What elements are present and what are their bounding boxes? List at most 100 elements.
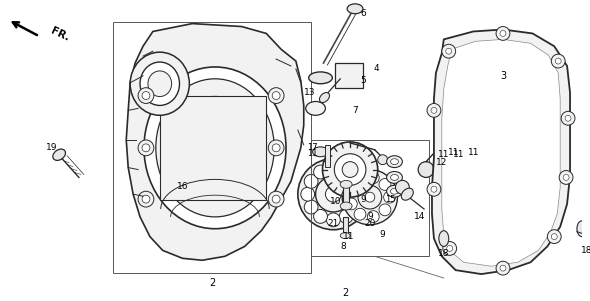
Text: 11: 11 [307,149,317,158]
Ellipse shape [354,174,366,186]
Ellipse shape [561,111,575,125]
Text: 11: 11 [453,150,464,159]
Ellipse shape [391,188,398,194]
Ellipse shape [379,178,391,191]
Ellipse shape [306,101,326,115]
Polygon shape [126,23,304,260]
Ellipse shape [358,185,382,209]
Ellipse shape [339,165,353,179]
Text: 6: 6 [360,9,366,18]
Ellipse shape [268,140,284,156]
Text: FR.: FR. [50,26,71,43]
Ellipse shape [418,162,434,177]
Ellipse shape [130,52,189,115]
Ellipse shape [138,140,154,156]
Ellipse shape [345,185,357,196]
Ellipse shape [551,234,557,240]
Ellipse shape [138,191,154,207]
Ellipse shape [352,187,366,201]
Ellipse shape [309,72,332,84]
Ellipse shape [340,180,352,188]
Ellipse shape [431,107,437,113]
Ellipse shape [559,171,573,184]
Bar [326,145,330,166]
Text: 11: 11 [468,148,479,157]
Bar [335,63,363,88]
Ellipse shape [142,144,150,152]
Text: 13: 13 [304,88,316,97]
Ellipse shape [349,200,362,214]
Ellipse shape [427,104,441,117]
Bar [160,96,266,200]
Ellipse shape [314,209,327,223]
Ellipse shape [301,187,314,201]
Text: 15: 15 [385,195,396,204]
Ellipse shape [345,198,357,210]
Ellipse shape [386,156,402,168]
Ellipse shape [427,182,441,196]
Ellipse shape [304,175,318,188]
Text: 12: 12 [436,158,448,167]
Ellipse shape [272,144,280,152]
Ellipse shape [500,265,506,271]
Ellipse shape [298,159,369,230]
Ellipse shape [447,246,453,251]
Ellipse shape [379,204,391,216]
Ellipse shape [326,213,340,227]
Ellipse shape [368,172,379,184]
Ellipse shape [319,92,329,103]
Ellipse shape [339,209,353,223]
Ellipse shape [431,186,437,192]
Text: 7: 7 [352,106,358,115]
Ellipse shape [326,186,341,202]
Text: 11: 11 [448,148,460,157]
Ellipse shape [496,26,510,40]
Ellipse shape [144,67,286,229]
Ellipse shape [437,142,445,151]
Ellipse shape [368,211,379,222]
Text: 17: 17 [307,143,317,152]
Text: 2: 2 [209,278,215,288]
Ellipse shape [142,92,150,100]
Ellipse shape [340,233,350,239]
Ellipse shape [577,221,587,237]
Text: 11: 11 [343,232,355,241]
Text: 8: 8 [340,242,346,251]
Ellipse shape [384,191,395,203]
Ellipse shape [272,92,280,100]
Text: 19: 19 [45,143,57,152]
Ellipse shape [171,97,260,199]
Text: 14: 14 [414,213,425,221]
Text: 2: 2 [342,288,348,298]
Bar [343,217,348,235]
Ellipse shape [442,44,455,58]
Ellipse shape [268,88,284,104]
Text: 18: 18 [581,246,590,255]
Ellipse shape [391,175,398,180]
Ellipse shape [439,231,449,247]
Polygon shape [442,39,560,266]
Ellipse shape [314,165,327,179]
Text: 11: 11 [438,150,450,159]
Ellipse shape [378,155,388,165]
Polygon shape [432,29,570,274]
Text: 21: 21 [327,219,339,228]
Ellipse shape [391,159,398,165]
Ellipse shape [500,30,506,36]
Ellipse shape [335,154,366,185]
Ellipse shape [340,202,352,210]
Ellipse shape [323,142,378,197]
Ellipse shape [551,54,565,68]
Ellipse shape [349,175,362,188]
Ellipse shape [347,4,363,14]
Ellipse shape [496,261,510,275]
Ellipse shape [138,88,154,104]
Ellipse shape [565,115,571,121]
Ellipse shape [563,175,569,180]
Text: 16: 16 [176,182,188,191]
Text: 9: 9 [367,213,373,221]
Ellipse shape [304,200,318,214]
Text: 5: 5 [360,76,366,85]
Bar [113,22,311,273]
Ellipse shape [446,48,452,54]
